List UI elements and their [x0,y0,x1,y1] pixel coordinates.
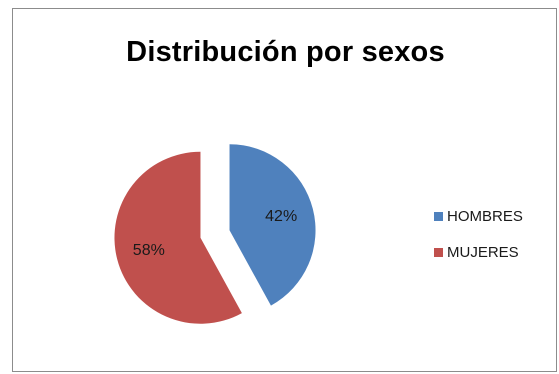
legend-label-mujeres: MUJERES [447,243,519,261]
chart-area: Distribución por sexos 42% 58% HOMBRES MU… [12,8,557,372]
chart-title: Distribución por sexos [126,36,445,68]
pie-slice-hombres [229,144,316,306]
data-label-mujeres: 58% [133,242,165,259]
legend-item-hombres: HOMBRES [434,198,523,234]
legend-swatch-mujeres [434,247,443,257]
data-label-hombres: 42% [265,208,297,225]
legend: HOMBRES MUJERES [434,198,523,270]
pie-chart: 42% 58% [114,144,316,324]
legend-item-mujeres: MUJERES [434,234,523,270]
pie-slice-mujeres [114,151,242,324]
legend-label-hombres: HOMBRES [447,207,523,225]
legend-swatch-hombres [434,211,443,221]
